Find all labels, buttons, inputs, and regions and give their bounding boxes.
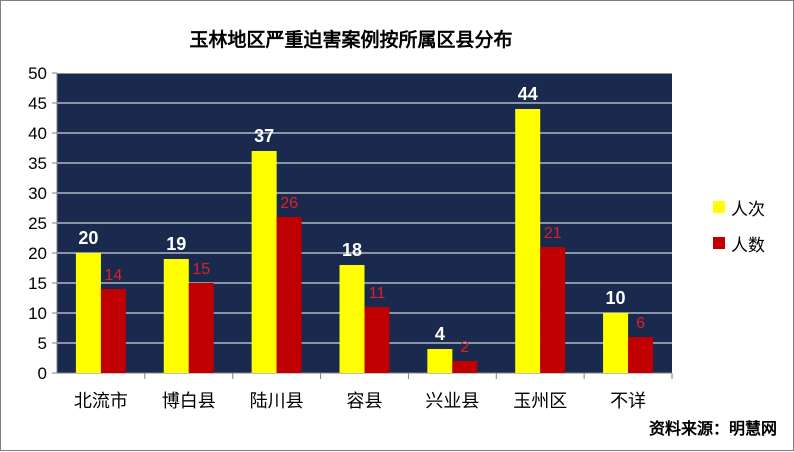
- bar-renci: [603, 313, 629, 373]
- data-label-renshu: 15: [192, 261, 210, 278]
- x-tick-label: 容县: [347, 391, 383, 412]
- bar-renci: [427, 349, 453, 373]
- bar-renshu: [540, 247, 566, 373]
- x-tick-label: 不详: [610, 391, 646, 412]
- data-label-renci: 44: [518, 84, 538, 104]
- bar-renshu: [628, 337, 654, 373]
- data-label-renci: 20: [78, 228, 98, 248]
- y-tick-label: 50: [28, 64, 47, 83]
- legend: 人次 人数: [713, 197, 765, 269]
- legend-item-renshu: 人数: [713, 233, 765, 256]
- data-label-renci: 10: [606, 288, 626, 308]
- bar-renshu: [276, 217, 302, 373]
- x-tick-label: 北流市: [74, 391, 128, 412]
- bar-renci: [339, 265, 365, 373]
- data-label-renshu: 14: [105, 267, 123, 284]
- chart-title: 玉林地区严重迫害案例按所属区县分布: [189, 29, 513, 51]
- bar-renci: [163, 259, 189, 373]
- data-label-renci: 4: [435, 324, 445, 344]
- source-note: 资料来源：明慧网: [648, 419, 777, 438]
- x-tick-label: 博白县: [162, 391, 216, 412]
- data-label-renshu: 21: [544, 225, 562, 242]
- y-tick-label: 35: [28, 154, 47, 173]
- x-tick-label: 玉州区: [513, 391, 567, 412]
- y-tick-label: 45: [28, 94, 47, 113]
- data-label-renci: 37: [254, 126, 274, 146]
- legend-label-renci: 人次: [731, 199, 765, 220]
- legend-item-renci: 人次: [713, 197, 765, 220]
- bar-renshu: [188, 283, 214, 373]
- data-label-renci: 18: [342, 240, 362, 260]
- data-label-renshu: 26: [280, 195, 298, 212]
- data-label-renshu: 2: [460, 339, 469, 356]
- bar-renshu: [452, 361, 478, 373]
- legend-swatch-renshu: [713, 237, 725, 249]
- y-tick-label: 40: [28, 124, 47, 143]
- data-label-renci: 19: [166, 234, 186, 254]
- bar-renshu: [364, 307, 390, 373]
- y-tick-label: 10: [28, 304, 47, 323]
- bar-renci: [251, 151, 277, 373]
- bar-renci: [75, 253, 101, 373]
- data-label-renshu: 6: [636, 315, 645, 332]
- y-tick-label: 5: [38, 334, 47, 353]
- legend-swatch-renci: [713, 201, 725, 213]
- y-tick-label: 30: [28, 184, 47, 203]
- data-label-renshu: 11: [369, 285, 386, 302]
- x-tick-label: 兴业县: [425, 391, 479, 412]
- bar-renshu: [100, 289, 126, 373]
- y-tick-label: 20: [28, 244, 47, 263]
- y-tick-label: 25: [28, 214, 47, 233]
- y-tick-label: 0: [38, 364, 47, 383]
- y-tick-label: 15: [28, 274, 47, 293]
- bar-renci: [515, 109, 541, 373]
- legend-label-renshu: 人数: [731, 235, 765, 256]
- x-tick-label: 陆川县: [250, 391, 304, 412]
